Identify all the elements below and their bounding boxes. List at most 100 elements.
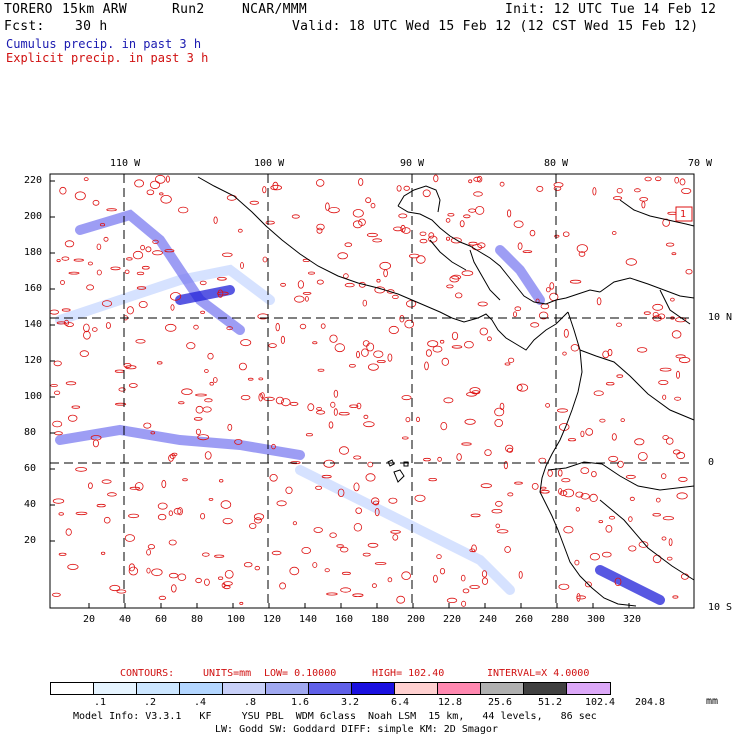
explicit-contour xyxy=(504,546,511,553)
explicit-contour xyxy=(469,585,480,590)
explicit-contour xyxy=(531,482,539,490)
explicit-contour xyxy=(75,467,87,472)
explicit-contour xyxy=(659,367,672,372)
explicit-contour xyxy=(105,322,111,329)
y-tick-label: 80 xyxy=(24,427,37,438)
explicit-contour xyxy=(625,474,636,479)
legend-label: 1.6 xyxy=(290,697,310,708)
explicit-contour xyxy=(324,568,330,573)
explicit-contour xyxy=(79,350,89,357)
explicit-contour xyxy=(441,357,449,366)
explicit-contour xyxy=(226,194,237,201)
explicit-contour xyxy=(343,273,349,279)
explicit-contour xyxy=(554,234,560,238)
explicit-contour xyxy=(316,406,323,411)
marker-box xyxy=(675,206,693,222)
border-ecuador xyxy=(547,461,695,491)
explicit-contour xyxy=(638,541,649,548)
explicit-contour xyxy=(156,361,163,365)
explicit-contour xyxy=(589,553,601,561)
explicit-contour xyxy=(352,220,363,229)
explicit-contour xyxy=(662,516,675,521)
explicit-contour xyxy=(361,348,369,357)
explicit-contour xyxy=(329,334,338,343)
explicit-contour xyxy=(605,382,615,386)
explicit-contour xyxy=(203,578,210,586)
explicit-contour xyxy=(280,335,285,344)
explicit-contour xyxy=(258,393,263,402)
explicit-contour xyxy=(393,226,403,232)
explicit-contour xyxy=(562,231,570,237)
explicit-contour xyxy=(401,227,411,234)
explicit-contour xyxy=(54,431,63,436)
explicit-contour xyxy=(675,354,686,359)
lon-label-100w: 100 W xyxy=(254,158,285,169)
legend-label: 204.8 xyxy=(634,697,666,708)
explicit-contour xyxy=(676,451,686,460)
explicit-contour xyxy=(207,352,214,360)
explicit-contour xyxy=(128,383,138,388)
explicit-contour xyxy=(611,433,617,441)
legend-unit: mm xyxy=(706,696,719,707)
explicit-contour xyxy=(336,544,344,548)
explicit-contour xyxy=(217,291,229,296)
explicit-contour xyxy=(128,566,139,576)
explicit-contour xyxy=(362,299,367,307)
explicit-contour xyxy=(363,421,375,428)
explicit-contour xyxy=(177,206,189,214)
explicit-contour xyxy=(271,550,282,556)
explicit-contour xyxy=(644,176,652,182)
explicit-contour xyxy=(136,286,147,290)
explicit-contour xyxy=(446,284,454,289)
explicit-contour xyxy=(608,515,616,520)
explicit-contour xyxy=(92,327,98,332)
explicit-contour xyxy=(316,179,325,187)
lon-label-110w: 110 W xyxy=(110,158,141,169)
explicit-contour xyxy=(240,339,252,347)
explicit-contour xyxy=(67,563,79,570)
contours-label: CONTOURS: xyxy=(120,668,175,679)
border-1 xyxy=(429,239,467,271)
explicit-contour xyxy=(173,507,182,515)
explicit-contour xyxy=(363,414,369,419)
explicit-contour xyxy=(547,469,553,477)
explicit-contour xyxy=(312,562,318,568)
explicit-contour xyxy=(461,270,474,277)
explicit-contour xyxy=(473,176,481,182)
explicit-contour xyxy=(263,396,275,401)
explicit-contour xyxy=(408,253,420,259)
explicit-contour xyxy=(270,184,283,191)
org-label: NCAR/MMM xyxy=(242,2,308,17)
explicit-contour xyxy=(569,279,582,284)
explicit-contour xyxy=(328,207,340,214)
explicit-contour xyxy=(437,456,442,462)
explicit-contour xyxy=(538,457,547,464)
explicit-contour xyxy=(513,311,518,318)
explicit-contour xyxy=(132,250,144,260)
explicit-contour xyxy=(161,479,167,489)
explicit-contour xyxy=(96,269,102,276)
explicit-contour xyxy=(170,292,182,301)
explicit-contour xyxy=(404,319,415,329)
x-tick-label: 140 xyxy=(299,614,318,625)
explicit-contour xyxy=(443,397,454,404)
explicit-contour xyxy=(53,360,62,367)
explicit-contour xyxy=(323,459,335,468)
explicit-contour xyxy=(168,510,173,517)
explicit-contour xyxy=(92,199,100,206)
explicit-contour xyxy=(199,280,207,286)
explicit-contour xyxy=(316,223,325,231)
explicit-contour xyxy=(238,362,247,371)
explicit-contour xyxy=(146,549,152,556)
model-name: TORERO xyxy=(4,2,53,17)
explicit-contour xyxy=(468,208,477,213)
explicit-contour xyxy=(193,324,199,330)
lat-label-10s: 10 S xyxy=(708,602,733,613)
cumulus-band xyxy=(55,264,275,325)
explicit-contour xyxy=(289,566,300,576)
explicit-contour xyxy=(424,361,429,371)
explicit-contour xyxy=(155,174,166,184)
explicit-contour xyxy=(655,176,662,182)
explicit-contour xyxy=(317,368,325,372)
x-tick-label: 320 xyxy=(623,614,642,625)
